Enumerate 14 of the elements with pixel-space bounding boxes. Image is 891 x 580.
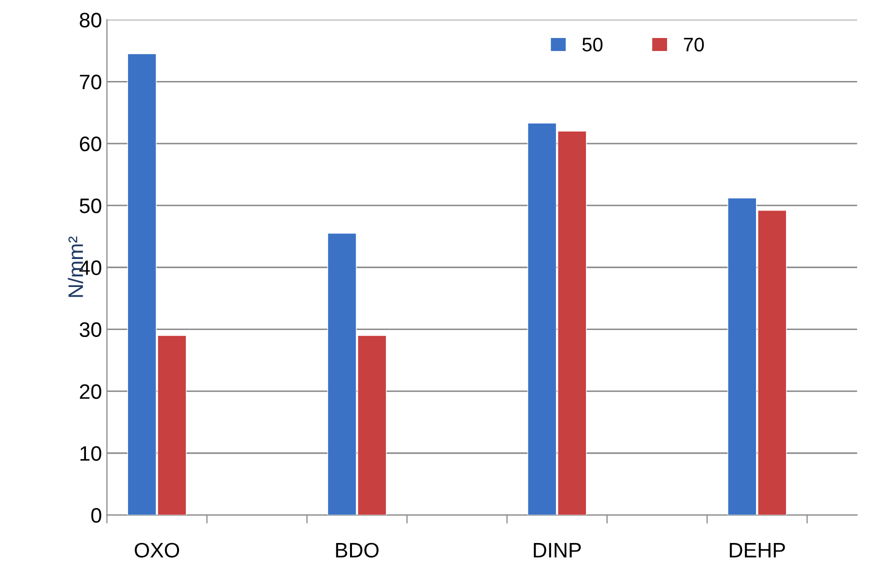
x-tick-label: DINP xyxy=(534,543,581,558)
y-tick-label: 50 xyxy=(80,198,102,214)
y-tick-label: 70 xyxy=(80,74,102,90)
x-tick-label: OXO xyxy=(134,542,180,558)
x-tick-label: DEHP xyxy=(730,543,785,558)
y-tick-label: 20 xyxy=(80,384,102,399)
legend-label: 50 xyxy=(582,38,602,52)
legend-label: 70 xyxy=(684,38,704,52)
y-tick-label: 30 xyxy=(80,322,102,338)
y-tick-label: 60 xyxy=(80,136,102,152)
y-tick-label: 10 xyxy=(80,446,102,461)
y-tick-label: 80 xyxy=(80,12,102,28)
x-tick-label: BDO xyxy=(336,542,379,558)
y-tick-label: 0 xyxy=(91,508,102,523)
